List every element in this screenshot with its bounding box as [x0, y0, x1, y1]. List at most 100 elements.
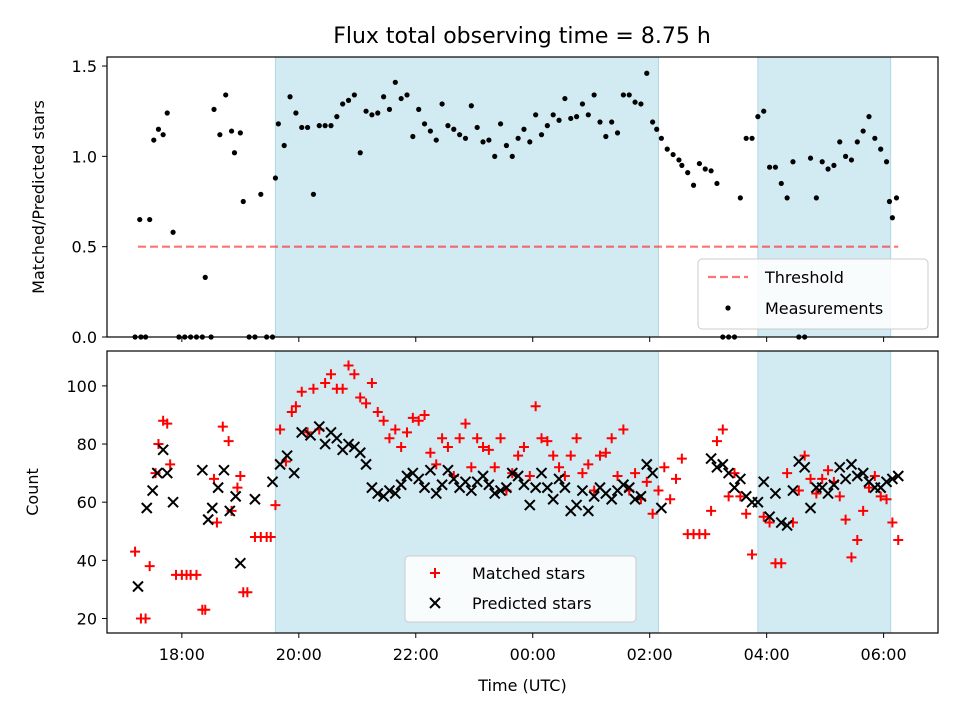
predicted-star-point: [886, 473, 899, 485]
predicted-star-point: [623, 481, 635, 494]
predicted-star-point: [161, 467, 173, 479]
predicted-star-point: [354, 447, 366, 459]
chart-title: Flux total observing time = 8.75 h: [333, 24, 711, 49]
matched-star-point: [419, 409, 430, 420]
predicted-star-point: [775, 516, 787, 529]
measurement-point: [497, 121, 504, 127]
measurement-point: [644, 70, 650, 76]
measurement-point: [164, 110, 170, 116]
matched-star-point: [144, 561, 155, 572]
matched-star-point: [641, 476, 652, 487]
matched-star-point: [431, 459, 442, 470]
measurement-point: [404, 92, 410, 98]
predicted-star-point: [274, 458, 286, 471]
measurement-point: [883, 159, 890, 165]
predicted-star-point: [331, 432, 343, 444]
measurement-point: [550, 112, 556, 118]
matched-star-point: [200, 604, 211, 615]
matched-star-point: [764, 517, 775, 528]
matched-star-point: [361, 398, 372, 409]
predicted-star-point: [553, 473, 565, 485]
predicted-star-point: [442, 464, 454, 476]
matched-star-point: [600, 447, 611, 458]
predicted-star-point: [448, 473, 460, 485]
measurement-point: [685, 170, 691, 176]
matched-star-point: [594, 450, 605, 461]
matched-star-point: [630, 468, 641, 479]
matched-star-point: [747, 549, 758, 560]
predicted-star-point: [477, 470, 489, 482]
predicted-star-point: [646, 467, 659, 479]
measurement-point: [272, 175, 279, 181]
predicted-star-point: [845, 458, 858, 471]
measurement-point: [772, 164, 779, 170]
predicted-star-point: [529, 481, 542, 494]
measurement-point: [170, 229, 176, 235]
predicted-star-point: [728, 481, 741, 494]
matched-star-point: [372, 407, 383, 418]
predicted-star-point: [722, 467, 735, 479]
predicted-star-point: [506, 467, 518, 479]
measurement-point: [650, 119, 656, 125]
measurement-point: [398, 95, 404, 102]
matched-star-point: [852, 534, 863, 545]
measurement-point: [137, 216, 143, 223]
matched-star-point: [165, 459, 176, 470]
top-axes-frame: [106, 56, 939, 338]
matched-star-point: [454, 433, 465, 444]
measurement-point: [597, 119, 603, 125]
measurement-point: [854, 139, 860, 145]
measurement-point: [562, 95, 568, 102]
measurement-point: [866, 114, 872, 120]
x-tick-label: 00:00: [510, 645, 556, 664]
measurement-point: [585, 112, 591, 118]
predicted-star-point: [892, 470, 904, 482]
matched-star-point: [162, 418, 173, 429]
matched-star-point: [290, 401, 301, 412]
measurement-point: [872, 135, 878, 141]
measurement-point: [784, 195, 790, 201]
x-tick-label: 18:00: [159, 645, 205, 664]
matched-star-point: [583, 459, 594, 470]
x-tick-label: 04:00: [744, 645, 790, 664]
matched-star-point: [834, 491, 845, 502]
measurement-point: [340, 101, 346, 107]
predicted-star-point: [459, 476, 472, 488]
measurement-point: [486, 137, 492, 143]
measurement-point: [654, 126, 660, 132]
y-tick-label: 40: [77, 551, 97, 570]
predicted-star-point: [395, 479, 407, 491]
matched-star-point: [565, 450, 576, 461]
y-tick-label: 0.0: [72, 328, 97, 347]
bottom-axes-frame: [106, 350, 939, 634]
y-tick-label: 80: [77, 435, 97, 454]
legend-matched-label: Matched stars: [472, 564, 585, 583]
predicted-star-point: [229, 490, 242, 503]
predicted-star-point: [822, 487, 834, 500]
y-tick-label: 100: [66, 377, 97, 396]
matched-star-point: [366, 377, 377, 388]
top-y-axis-label: Matched/Predicted stars: [29, 100, 48, 294]
measurement-point: [696, 160, 703, 167]
measurement-point: [299, 124, 305, 131]
matched-star-point: [840, 514, 851, 525]
measurement-point: [217, 132, 223, 138]
measurement-point: [609, 119, 615, 125]
predicted-star-point: [641, 458, 653, 471]
measurement-point: [258, 191, 264, 197]
predicted-star-point: [758, 476, 770, 488]
predicted-star-point: [857, 467, 869, 479]
measurement-point: [527, 139, 533, 145]
matched-star-point: [647, 508, 658, 519]
measurement-point: [819, 159, 825, 165]
matched-star-point: [618, 424, 629, 435]
measurement-point: [462, 135, 469, 141]
measurement-point: [147, 216, 153, 223]
matched-star-point: [735, 491, 746, 502]
measurement-point: [837, 139, 843, 145]
matched-star-point: [355, 392, 366, 403]
matched-star-point: [217, 421, 228, 432]
predicted-star-point: [412, 473, 425, 485]
matched-star-point: [612, 471, 623, 482]
matched-star-point: [191, 569, 202, 580]
